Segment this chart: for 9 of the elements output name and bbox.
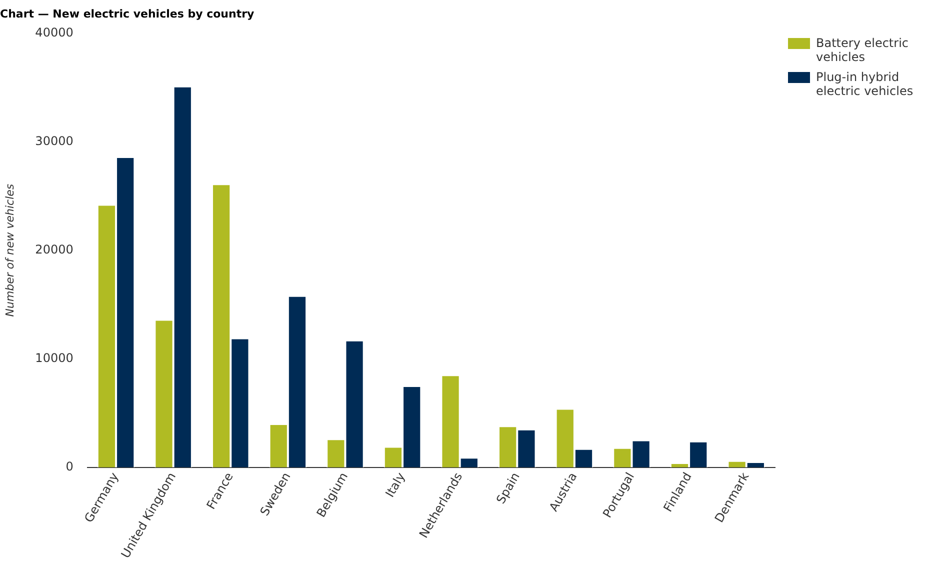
legend-label: Battery electric vehicles (816, 36, 910, 64)
y-tick-label: 20000 (35, 242, 74, 256)
y-tick-label: 10000 (35, 350, 74, 365)
y-tick-label: 40000 (35, 25, 74, 40)
chart-title: Chart — New electric vehicles by country (0, 7, 254, 20)
legend-label: Plug-in hybrid electric vehicles (816, 70, 914, 98)
y-axis-title: Number of new vehicles (3, 184, 16, 317)
y-tick-label: 30000 (35, 134, 74, 148)
y-tick-label: 0 (66, 460, 74, 474)
